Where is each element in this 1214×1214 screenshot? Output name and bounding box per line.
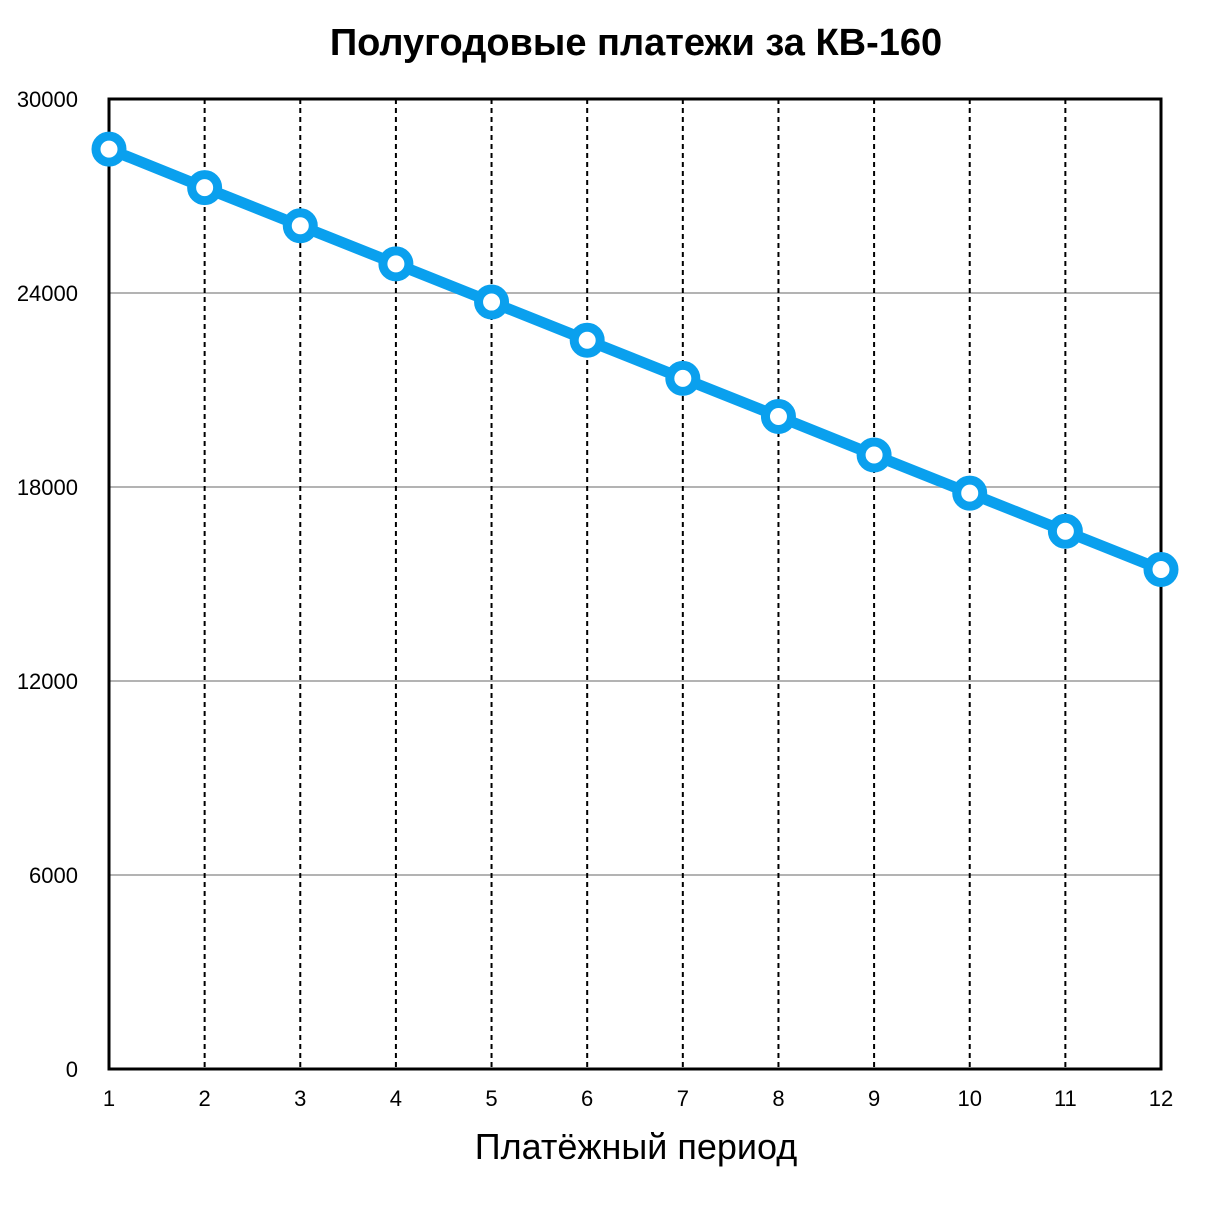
plot-frame (107, 97, 1163, 1071)
x-tick-label: 5 (485, 1086, 497, 1111)
chart-title: Полугодовые платежи за КВ-160 (329, 22, 943, 64)
data-point (91, 131, 127, 167)
y-tick-label: 12000 (17, 669, 78, 694)
data-point (282, 208, 318, 244)
data-point (952, 475, 988, 511)
data-point (474, 284, 510, 320)
data-point (187, 170, 223, 206)
y-tick-label: 0 (66, 1057, 78, 1082)
x-tick-label: 1 (103, 1086, 115, 1111)
y-axis-ticks: 0 6000 12000 18000 24000 30000 (17, 87, 78, 1082)
data-point (1143, 551, 1179, 587)
x-tick-label: 2 (199, 1086, 211, 1111)
y-tick-label: 6000 (29, 863, 78, 888)
x-tick-label: 7 (677, 1086, 689, 1111)
x-tick-label: 10 (957, 1086, 981, 1111)
data-point (760, 399, 796, 435)
y-tick-label: 24000 (17, 281, 78, 306)
x-axis-ticks: 1 2 3 4 5 6 7 8 9 10 11 12 (103, 1086, 1173, 1111)
series-line (106, 144, 1164, 575)
x-tick-label: 12 (1149, 1086, 1173, 1111)
x-tick-label: 4 (390, 1086, 402, 1111)
y-tick-label: 30000 (17, 87, 78, 112)
x-axis-label: Платёжный период (474, 1126, 798, 1167)
data-point (378, 246, 414, 282)
x-tick-label: 9 (868, 1086, 880, 1111)
x-tick-label: 8 (772, 1086, 784, 1111)
data-point (856, 437, 892, 473)
data-point (569, 322, 605, 358)
grid (109, 99, 1161, 1069)
x-tick-label: 11 (1054, 1086, 1077, 1111)
series-layer (91, 131, 1179, 587)
y-tick-label: 18000 (17, 475, 78, 500)
x-tick-label: 3 (294, 1086, 306, 1111)
x-tick-label: 6 (581, 1086, 593, 1111)
data-point (665, 360, 701, 396)
data-point (1047, 513, 1083, 549)
